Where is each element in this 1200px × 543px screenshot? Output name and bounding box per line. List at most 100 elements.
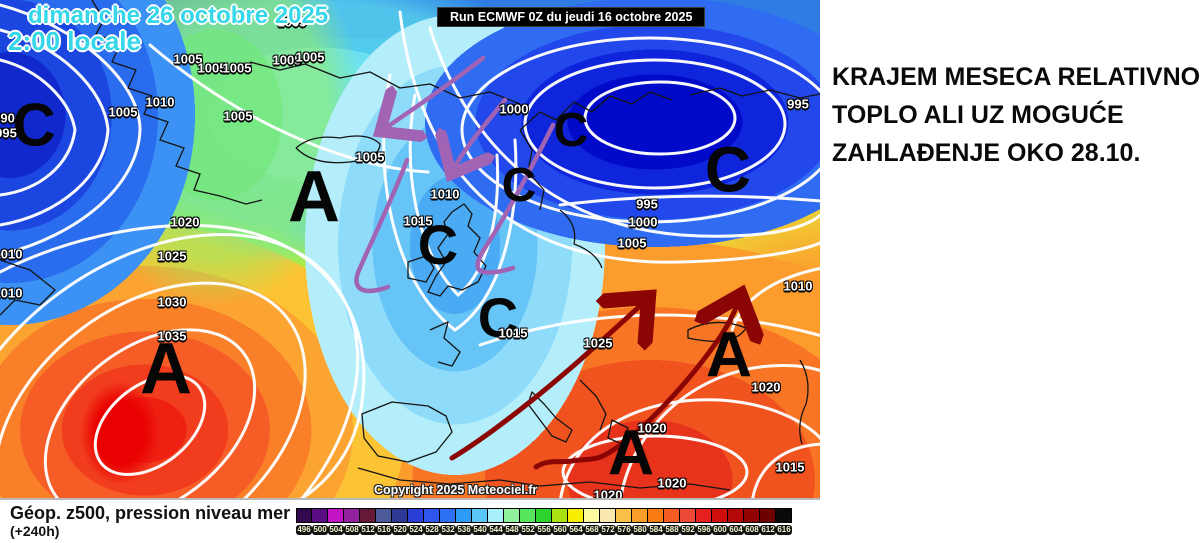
legend-step: 616 [776,508,792,535]
legend-swatch [536,508,552,523]
legend-tick: 616 [776,525,792,535]
legend-swatch [360,508,376,523]
legend-swatch [328,508,344,523]
legend-step: 520 [392,508,408,535]
legend-swatch [760,508,776,523]
legend-step: 532 [440,508,456,535]
isobar-label: 1030 [157,294,187,310]
pressure-system-a: A [140,329,192,410]
isobar-label: 995 [0,125,17,141]
legend-tick: 556 [536,525,552,535]
legend-tick: 572 [600,525,616,535]
isobar-label: 1005 [222,60,252,76]
legend-swatch [600,508,616,523]
isobar-label: 1005 [173,51,203,67]
isobar-label: 1015 [403,213,433,229]
legend-step: 592 [680,508,696,535]
pressure-system-a: A [288,157,340,238]
legend-tick: 516 [376,525,392,535]
legend-swatch [728,508,744,523]
model-run-info: Run ECMWF 0Z du jeudi 16 octobre 2025 [437,7,706,27]
legend-step: 604 [728,508,744,535]
legend-step: 552 [520,508,536,535]
isobar-label: 1035 [157,328,187,344]
legend-swatch [648,508,664,523]
isobar-label: 1015 [498,325,528,341]
legend-step: 596 [696,508,712,535]
legend-swatch [520,508,536,523]
legend-tick: 568 [584,525,600,535]
legend-tick: 544 [488,525,504,535]
legend-tick: 564 [568,525,584,535]
legend-swatch [680,508,696,523]
legend-step: 512 [360,508,376,535]
map-overlay-graphics [0,0,820,498]
legend-swatch [584,508,600,523]
pressure-system-a: A [607,416,654,489]
legend-area: Géop. z500, pression niveau mer (+240h) … [0,502,1200,543]
legend-tick: 580 [632,525,648,535]
legend-tick: 520 [392,525,408,535]
legend-tick: 548 [504,525,520,535]
legend-step: 516 [376,508,392,535]
legend-step: 524 [408,508,424,535]
legend-step: 576 [616,508,632,535]
legend-swatch [504,508,520,523]
pressure-system-c: C [704,133,751,206]
legend-step: 600 [712,508,728,535]
annotation-text: KRAJEM MESECA RELATIVNO TOPLO ALI UZ MOGU… [820,0,1200,172]
legend-tick: 588 [664,525,680,535]
forecast-map: CACCCCCAAA990995101010101005101010051005… [0,0,820,500]
legend-tick: 536 [456,525,472,535]
legend-swatch [344,508,360,523]
valid-time-line2: 2:00 locale [8,26,141,57]
legend-tick: 604 [728,525,744,535]
legend-swatch [296,508,312,523]
legend-tick: 596 [696,525,712,535]
isobar-label: 995 [787,96,809,112]
isobar-label: 1005 [272,52,302,68]
valid-date: dimanche 26 octobre 2025 2:00 locale [8,3,328,57]
legend-tick: 552 [520,525,536,535]
isobar-label: 1005 [277,14,307,30]
legend-swatch [712,508,728,523]
isobar-label: 1005 [197,60,227,76]
isobar-contours [0,3,820,498]
legend-swatch [552,508,568,523]
pressure-system-c: C [501,159,537,213]
cold-advection-arrows [354,55,556,294]
legend-step: 588 [664,508,680,535]
legend-swatch [632,508,648,523]
isobar-label: 1000 [628,214,658,230]
legend-swatch [568,508,584,523]
legend-step: 556 [536,508,552,535]
legend-swatch [472,508,488,523]
legend-swatch [744,508,760,523]
isobar-label: 1025 [583,335,613,351]
legend-swatch [312,508,328,523]
isobar-label: 1020 [637,420,667,436]
warm-advection-arrows [449,300,739,470]
legend-step: 540 [472,508,488,535]
legend-tick: 560 [552,525,568,535]
isobar-label: 1005 [617,235,647,251]
isobar-label: 1000 [499,101,529,117]
legend-swatch [440,508,456,523]
pressure-system-c: C [417,212,458,276]
legend-tick: 508 [344,525,360,535]
legend-tick: 524 [408,525,424,535]
legend-step: 568 [584,508,600,535]
isobar-label: 1010 [145,94,175,110]
isobar-label: 1015 [775,459,805,475]
legend-tick: 576 [616,525,632,535]
isobar-label: 1010 [783,278,813,294]
legend-step: 548 [504,508,520,535]
forecast-lead-time: (+240h) [10,523,60,539]
legend-swatch [664,508,680,523]
legend-swatch [376,508,392,523]
legend-tick: 512 [360,525,376,535]
isobar-label: 1020 [170,214,200,230]
isobar-label: 1005 [223,108,253,124]
isobar-label: 1010 [0,246,23,262]
